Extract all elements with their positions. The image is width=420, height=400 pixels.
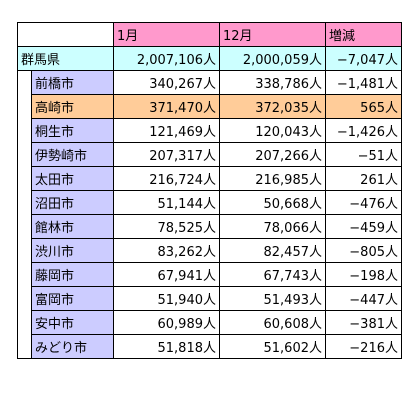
city-row: 渋川市 83,262人 82,457人 −805人	[17, 238, 402, 263]
city-change: −51人	[325, 142, 402, 167]
city-dec: 51,493人	[219, 286, 326, 311]
header-row: 1月 12月 増減	[17, 22, 402, 47]
city-name: 富岡市	[31, 286, 114, 311]
city-dec: 120,043人	[219, 118, 326, 143]
prefecture-dec: 2,000,059人	[219, 46, 326, 71]
city-row: 安中市 60,989人 60,608人 −381人	[17, 310, 402, 335]
city-row: 館林市 78,525人 78,066人 −459人	[17, 214, 402, 239]
city-change: −476人	[325, 190, 402, 215]
city-dec: 216,985人	[219, 166, 326, 191]
city-name: 太田市	[31, 166, 114, 191]
city-jan: 340,267人	[113, 70, 220, 95]
city-row: 藤岡市 67,941人 67,743人 −198人	[17, 262, 402, 287]
corner-cell	[17, 22, 114, 47]
city-change: −805人	[325, 238, 402, 263]
indent-cell	[17, 238, 32, 263]
city-change: 565人	[325, 94, 402, 119]
indent-cell	[17, 118, 32, 143]
city-jan: 371,470人	[113, 94, 220, 119]
city-jan: 51,940人	[113, 286, 220, 311]
city-name: 渋川市	[31, 238, 114, 263]
city-change: −198人	[325, 262, 402, 287]
city-row: 伊勢崎市 207,317人 207,266人 −51人	[17, 142, 402, 167]
city-jan: 51,818人	[113, 334, 220, 359]
city-name: みどり市	[31, 334, 114, 359]
city-name: 館林市	[31, 214, 114, 239]
prefecture-name: 群馬県	[17, 46, 114, 71]
city-name: 安中市	[31, 310, 114, 335]
header-dec: 12月	[219, 22, 326, 47]
header-jan: 1月	[113, 22, 220, 47]
indent-cell	[17, 70, 32, 95]
city-row: 高崎市 371,470人 372,035人 565人	[17, 94, 402, 119]
city-name: 高崎市	[31, 94, 114, 119]
city-jan: 216,724人	[113, 166, 220, 191]
city-dec: 67,743人	[219, 262, 326, 287]
city-row: 富岡市 51,940人 51,493人 −447人	[17, 286, 402, 311]
city-name: 前橋市	[31, 70, 114, 95]
city-change: −447人	[325, 286, 402, 311]
city-dec: 50,668人	[219, 190, 326, 215]
city-jan: 60,989人	[113, 310, 220, 335]
indent-cell	[17, 262, 32, 287]
indent-cell	[17, 334, 32, 359]
city-change: −459人	[325, 214, 402, 239]
prefecture-jan: 2,007,106人	[113, 46, 220, 71]
city-change: −1,481人	[325, 70, 402, 95]
indent-cell	[17, 286, 32, 311]
indent-cell	[17, 190, 32, 215]
city-name: 沼田市	[31, 190, 114, 215]
city-dec: 60,608人	[219, 310, 326, 335]
indent-cell	[17, 94, 32, 119]
city-row: 桐生市 121,469人 120,043人 −1,426人	[17, 118, 402, 143]
indent-cell	[17, 214, 32, 239]
city-jan: 67,941人	[113, 262, 220, 287]
city-change: −1,426人	[325, 118, 402, 143]
indent-cell	[17, 142, 32, 167]
city-change: −216人	[325, 334, 402, 359]
city-row: 前橋市 340,267人 338,786人 −1,481人	[17, 70, 402, 95]
city-dec: 51,602人	[219, 334, 326, 359]
city-row: 沼田市 51,144人 50,668人 −476人	[17, 190, 402, 215]
header-change: 増減	[325, 22, 402, 47]
city-jan: 78,525人	[113, 214, 220, 239]
prefecture-row: 群馬県 2,007,106人 2,000,059人 −7,047人	[17, 46, 402, 71]
prefecture-change: −7,047人	[325, 46, 402, 71]
city-dec: 82,457人	[219, 238, 326, 263]
city-row: みどり市 51,818人 51,602人 −216人	[17, 334, 402, 359]
city-name: 藤岡市	[31, 262, 114, 287]
city-jan: 83,262人	[113, 238, 220, 263]
city-dec: 78,066人	[219, 214, 326, 239]
city-change: −381人	[325, 310, 402, 335]
city-jan: 207,317人	[113, 142, 220, 167]
indent-cell	[17, 310, 32, 335]
city-jan: 51,144人	[113, 190, 220, 215]
city-dec: 372,035人	[219, 94, 326, 119]
population-table-body: 1月 12月 増減 群馬県 2,007,106人 2,000,059人 −7,0…	[17, 22, 402, 359]
city-dec: 338,786人	[219, 70, 326, 95]
city-name: 桐生市	[31, 118, 114, 143]
city-name: 伊勢崎市	[31, 142, 114, 167]
city-row: 太田市 216,724人 216,985人 261人	[17, 166, 402, 191]
city-dec: 207,266人	[219, 142, 326, 167]
city-jan: 121,469人	[113, 118, 220, 143]
population-table: 1月 12月 増減 群馬県 2,007,106人 2,000,059人 −7,0…	[17, 22, 402, 359]
indent-cell	[17, 166, 32, 191]
city-change: 261人	[325, 166, 402, 191]
